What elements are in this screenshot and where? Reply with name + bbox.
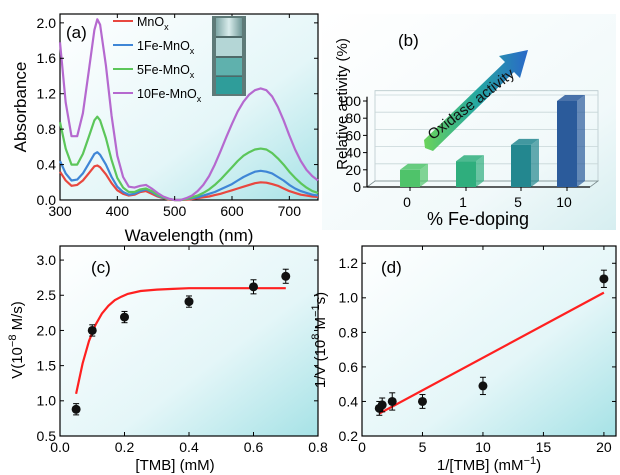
y-tick-label: 1.2 bbox=[339, 255, 359, 271]
legend-label-5fe: 5Fe-MnOx bbox=[137, 63, 195, 80]
y-tick-label: 0.0 bbox=[37, 192, 57, 208]
x-tick-label: 500 bbox=[163, 203, 187, 219]
fit-curve bbox=[75, 287, 286, 395]
panel-c-plot-area bbox=[59, 245, 319, 437]
y-tick-label: 0.8 bbox=[339, 324, 359, 340]
panel-b-ylabel: Relative activity (%) bbox=[334, 38, 351, 170]
x-tick-label: 400 bbox=[106, 203, 130, 219]
inset-vial-photo bbox=[212, 16, 246, 96]
bar-top-2 bbox=[511, 138, 539, 145]
legend-label-10fe: 10Fe-MnOx bbox=[137, 87, 202, 104]
panel-d-label: (d) bbox=[381, 258, 402, 277]
data-point bbox=[281, 271, 291, 281]
bar-side-3 bbox=[577, 94, 585, 187]
panel-c-xlabel: [TMB] (mM) bbox=[135, 457, 214, 474]
panel-a-series-lines bbox=[58, 18, 319, 202]
y-tick-label: 80 bbox=[345, 110, 361, 126]
x-tick-label: 0 bbox=[403, 194, 411, 210]
panel-a-label: (a) bbox=[66, 23, 87, 42]
legend-label-1fe: 1Fe-MnOx bbox=[137, 39, 195, 56]
y-tick-label: 2.0 bbox=[37, 322, 57, 338]
y-tick-label: 1.0 bbox=[339, 290, 359, 306]
y-tick-label: 0.5 bbox=[37, 428, 57, 444]
panel-a-axes: 300 400 500 600 700 0.0 0.4 0.8 1.2 1.6 2.0 bbox=[37, 14, 318, 219]
y-tick-label: 0 bbox=[353, 179, 361, 195]
y-tick-label: 0.6 bbox=[339, 359, 359, 375]
bar-top-1 bbox=[456, 155, 484, 162]
data-point bbox=[87, 325, 97, 335]
panel-c-chart: 0.0 0.2 0.4 0.6 0.8 0.5 1.0 1.5 2.0 2.5 3.0 bbox=[37, 246, 328, 455]
fit-line bbox=[378, 291, 605, 415]
x-tick-label: 0 bbox=[358, 439, 366, 455]
data-point bbox=[377, 400, 387, 410]
y-tick-label: 1.5 bbox=[37, 358, 57, 374]
y-tick-label: 0.8 bbox=[37, 121, 57, 137]
panel-a-legend: MnOx 1Fe-MnOx 5Fe-MnOx 10Fe-MnOx bbox=[113, 15, 202, 104]
panel-b-xlabel: % Fe-doping bbox=[427, 209, 529, 229]
x-tick-label: 0.8 bbox=[308, 439, 328, 455]
panel-c-ylabel: V(10−8 M/s) bbox=[7, 301, 26, 379]
x-tick-label: 5 bbox=[514, 194, 522, 210]
y-tick-label: 0.4 bbox=[37, 156, 57, 172]
y-tick-label: 60 bbox=[345, 127, 361, 143]
data-point bbox=[249, 282, 258, 292]
bar-0 bbox=[400, 169, 420, 187]
bar-top-3 bbox=[557, 94, 585, 101]
panel-c: 0.0 0.2 0.4 0.6 0.8 0.5 1.0 1.5 2.0 2.5 3.0 (c) [T… bbox=[7, 245, 328, 474]
panel-a-xlabel: Wavelength (nm) bbox=[125, 226, 254, 245]
y-tick-label: 1.6 bbox=[37, 50, 57, 66]
panel-d-plot-area bbox=[361, 245, 617, 437]
panel-b-label: (b) bbox=[398, 31, 419, 50]
series-line-3 bbox=[58, 18, 319, 202]
panel-a-ylabel: Absorbance bbox=[11, 62, 30, 153]
x-tick-label: 10 bbox=[475, 439, 491, 455]
panel-c-label: (c) bbox=[91, 258, 111, 277]
y-tick-label: 100 bbox=[338, 93, 362, 109]
panel-d-ylabel: 1/V (108 M−1s) bbox=[310, 292, 329, 388]
panel-d-xlabel: 1/[TMB] (mM−1) bbox=[437, 455, 541, 474]
x-tick-label: 20 bbox=[596, 439, 612, 455]
x-tick-label: 0.4 bbox=[179, 439, 199, 455]
bar-3 bbox=[557, 100, 577, 187]
y-tick-label: 1.0 bbox=[37, 393, 57, 409]
data-point bbox=[184, 297, 194, 307]
y-tick-label: 0.4 bbox=[339, 393, 359, 409]
legend-label-mnox: MnOx bbox=[137, 15, 169, 32]
bar-side-2 bbox=[531, 138, 539, 187]
y-tick-label: 2.0 bbox=[37, 15, 57, 31]
bar-1 bbox=[456, 161, 476, 187]
x-tick-label: 0.0 bbox=[50, 439, 70, 455]
y-tick-label: 2.5 bbox=[37, 287, 57, 303]
y-tick-label: 1.2 bbox=[37, 86, 57, 102]
data-point bbox=[120, 312, 129, 322]
bar-top-0 bbox=[400, 163, 428, 170]
x-tick-label: 300 bbox=[48, 203, 72, 219]
panel-d: 0 5 10 15 20 0.2 0.4 0.6 0.8 1.0 1.2 (d) 1/[TMB] (… bbox=[310, 245, 617, 474]
x-tick-label: 0.2 bbox=[115, 439, 135, 455]
x-tick-label: 700 bbox=[278, 203, 302, 219]
bar-2 bbox=[511, 144, 531, 187]
x-tick-label: 600 bbox=[220, 203, 244, 219]
x-tick-label: 0.6 bbox=[244, 439, 264, 455]
data-point bbox=[599, 274, 609, 284]
x-tick-label: 1 bbox=[459, 194, 467, 210]
panel-a: 300 400 500 600 700 0.0 0.4 0.8 1.2 1.6 2.0 (a) Mn… bbox=[11, 13, 319, 245]
y-tick-label: 40 bbox=[345, 145, 361, 161]
x-tick-label: 15 bbox=[536, 439, 552, 455]
data-point bbox=[478, 381, 488, 391]
bar-side-1 bbox=[476, 155, 484, 187]
y-tick-label: 20 bbox=[345, 162, 361, 178]
panel-d-chart: 0 5 10 15 20 0.2 0.4 0.6 0.8 1.0 1.2 bbox=[339, 246, 616, 455]
x-tick-label: 5 bbox=[419, 439, 427, 455]
y-tick-label: 3.0 bbox=[37, 252, 57, 268]
bar-side-0 bbox=[420, 163, 428, 187]
x-tick-label: 10 bbox=[556, 194, 572, 210]
y-tick-label: 0.2 bbox=[339, 428, 359, 444]
data-point bbox=[71, 404, 81, 414]
data-point bbox=[417, 396, 427, 406]
data-point bbox=[387, 396, 397, 406]
